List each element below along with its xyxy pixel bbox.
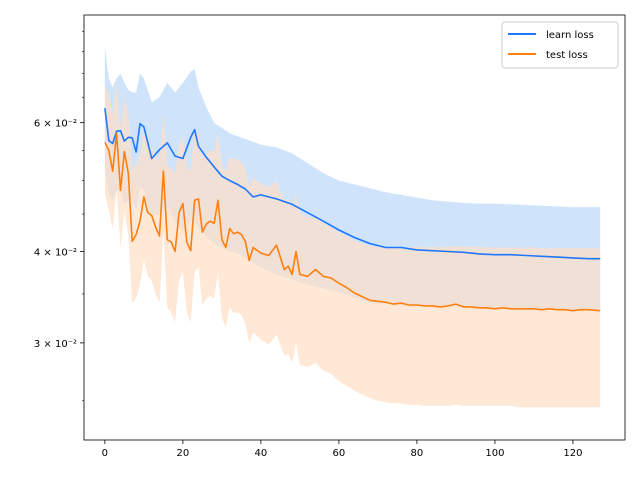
legend-box [501, 21, 619, 69]
series-line-test-loss [104, 132, 601, 312]
x-tick-label: 100 [485, 448, 504, 459]
series-lines [104, 108, 601, 312]
x-axis: 0 20 40 60 80 100 120 [102, 440, 582, 459]
legend-label-test-loss: test loss [546, 50, 588, 61]
plot-frame [83, 14, 626, 441]
legend-label-learn-loss: learn loss [546, 30, 594, 41]
y-axis: 3 × 10⁻² 4 × 10⁻² 6 × 10⁻² [34, 30, 84, 402]
x-tick-label: 0 [102, 448, 108, 459]
confidence-bands [104, 47, 601, 408]
x-tick-label: 60 [333, 448, 346, 459]
band-test-loss [104, 82, 601, 408]
y-tick-label: 3 × 10⁻² [34, 339, 77, 350]
series-line-learn-loss [104, 108, 601, 260]
x-tick-label: 80 [411, 448, 424, 459]
y-tick-label: 4 × 10⁻² [34, 247, 77, 258]
legend: learn loss test loss [501, 21, 619, 69]
y-tick-label: 6 × 10⁻² [34, 119, 77, 130]
x-tick-label: 120 [563, 448, 582, 459]
x-tick-label: 20 [177, 448, 190, 459]
x-tick-label: 40 [255, 448, 268, 459]
